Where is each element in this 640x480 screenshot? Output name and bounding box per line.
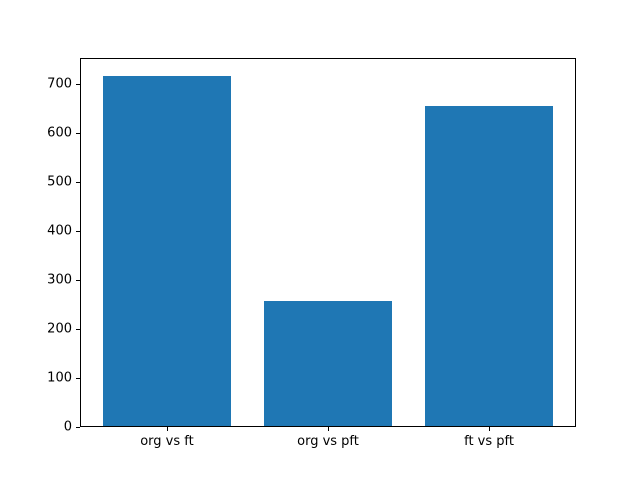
y-tick-label: 100 [47,370,72,386]
x-tick-mark [489,427,491,431]
y-tick-label: 0 [63,419,72,435]
y-tick-mark [76,377,80,379]
x-tick-label: org vs ft [140,434,194,449]
y-tick-label: 600 [47,125,72,141]
y-tick-label: 400 [47,223,72,239]
plot-area-frame [80,58,576,427]
y-tick-mark [76,427,80,428]
y-tick-mark [76,181,80,183]
bar-org-vs-ft [102,75,232,427]
x-tick-label: org vs pft [297,434,359,449]
y-tick-label: 500 [47,174,72,190]
x-tick-mark [328,427,329,431]
y-tick-mark [76,83,80,85]
bar-ft-vs-pft [424,106,554,427]
bar-org-vs-pft [263,301,393,427]
y-tick-label: 300 [47,272,72,288]
y-tick-mark [76,328,80,330]
x-tick-mark [166,427,168,431]
y-tick-mark [76,132,80,134]
y-tick-label: 200 [47,321,72,337]
x-tick-label: ft vs pft [464,434,514,449]
y-tick-mark [76,230,80,232]
y-tick-mark [76,279,80,281]
y-tick-label: 700 [47,76,72,92]
